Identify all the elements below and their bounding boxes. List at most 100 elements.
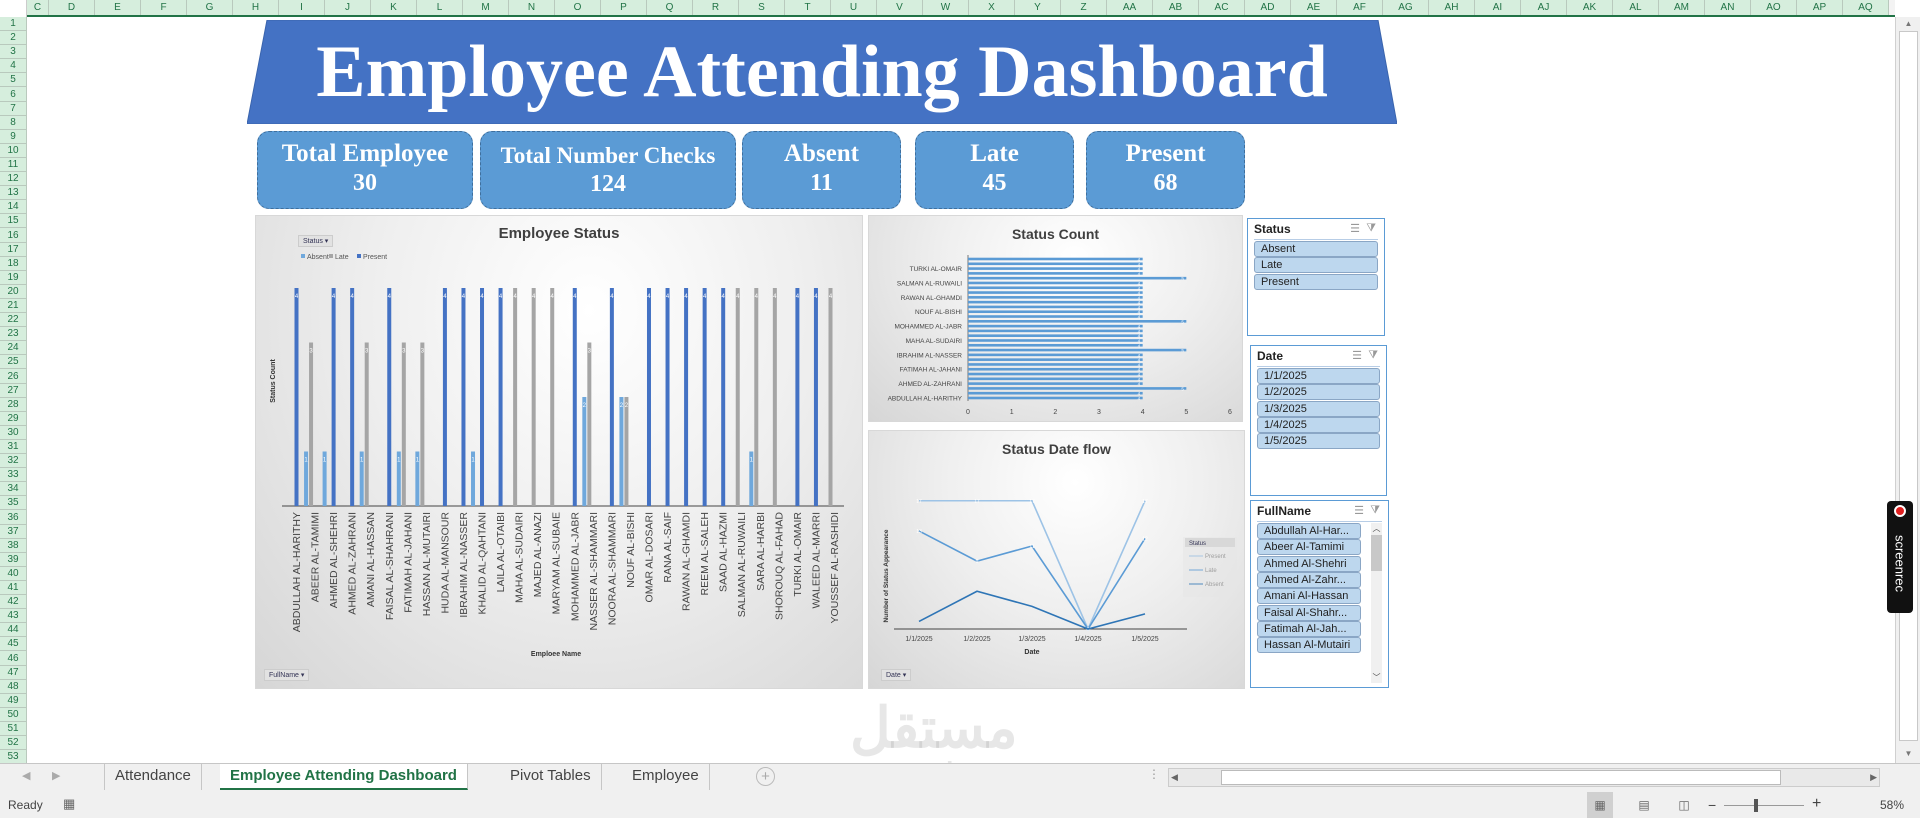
column-header[interactable]: F [141,0,187,15]
column-header[interactable]: AH [1429,0,1475,15]
select-all-corner[interactable] [0,0,27,17]
row-header[interactable]: 8 [0,116,26,130]
fullname-filter-button[interactable]: FullName ▾ [264,669,310,681]
column-header[interactable]: AQ [1843,0,1889,15]
row-header[interactable]: 23 [0,327,26,342]
status-date-flow-chart[interactable]: Status Date flow 171717017Present1391101… [868,430,1245,689]
screenrec-widget[interactable]: screenrec [1887,501,1913,613]
row-header[interactable]: 47 [0,666,26,680]
scroll-up-icon[interactable]: ︿ [1372,524,1381,533]
slicer-item[interactable]: Present [1254,273,1378,290]
row-header[interactable]: 20 [0,285,26,299]
scroll-up-icon[interactable]: ▲ [1904,19,1913,28]
row-header[interactable]: 21 [0,299,26,314]
column-header[interactable]: N [509,0,555,15]
row-header[interactable]: 45 [0,637,26,652]
row-header[interactable]: 7 [0,102,26,116]
row-header[interactable]: 19 [0,271,26,285]
zoom-slider-thumb[interactable] [1754,799,1759,812]
slicer-item[interactable]: 1/5/2025 [1257,433,1380,450]
row-header[interactable]: 37 [0,525,26,539]
row-header[interactable]: 26 [0,370,26,384]
column-header[interactable]: AD [1245,0,1291,15]
slicer-item[interactable]: Hassan Al-Mutairi [1257,637,1361,654]
row-header[interactable]: 16 [0,229,26,243]
slicer-item[interactable]: Faisal Al-Shahr... [1257,604,1361,621]
column-header[interactable]: D [49,0,95,15]
page-break-view-icon[interactable]: ◫ [1678,798,1690,812]
slicer-item[interactable]: 1/3/2025 [1257,400,1380,417]
row-header[interactable]: 5 [0,73,26,88]
column-header[interactable]: AI [1475,0,1521,15]
macro-record-icon[interactable]: ▦ [63,796,76,811]
tab-scroll-left-icon[interactable]: ◀ [22,770,31,782]
row-header[interactable]: 25 [0,355,26,370]
slicer-item[interactable]: 1/1/2025 [1257,368,1380,384]
column-header[interactable]: X [969,0,1015,15]
slicer-item[interactable]: Ahmed Al-Shehri [1257,555,1361,572]
add-sheet-icon[interactable]: + [756,767,775,786]
multi-select-icon[interactable]: ☰ [1350,223,1360,235]
row-header[interactable]: 41 [0,581,26,596]
row-header[interactable]: 17 [0,243,26,257]
row-header[interactable]: 12 [0,172,26,187]
row-header[interactable]: 52 [0,736,26,751]
date-filter-button[interactable]: Date ▾ [881,669,912,681]
column-header[interactable]: AO [1751,0,1797,15]
column-header[interactable]: AA [1107,0,1153,15]
tab-scroll-right-icon[interactable]: ▶ [52,770,61,782]
splitter-handle[interactable]: ⋮ [1148,767,1160,781]
row-header[interactable]: 15 [0,214,26,229]
row-header[interactable]: 40 [0,567,26,581]
column-header[interactable]: U [831,0,877,15]
column-header[interactable]: AK [1567,0,1613,15]
row-header[interactable]: 14 [0,200,26,215]
row-header[interactable]: 6 [0,88,26,102]
tab-attendance[interactable]: Attendance [104,764,202,790]
column-header[interactable]: AG [1383,0,1429,15]
slicer-item[interactable]: Abeer Al-Tamimi [1257,539,1361,556]
row-header[interactable]: 32 [0,454,26,469]
row-header[interactable]: 4 [0,59,26,74]
slicer-item[interactable]: Amani Al-Hassan [1257,588,1361,605]
row-header[interactable]: 11 [0,158,26,173]
column-header[interactable]: L [417,0,463,15]
row-header[interactable]: 18 [0,257,26,271]
column-header[interactable]: I [279,0,325,15]
column-header[interactable]: V [877,0,923,15]
row-header[interactable]: 29 [0,412,26,426]
column-header[interactable]: AM [1659,0,1705,15]
column-header[interactable]: AJ [1521,0,1567,15]
scroll-left-icon[interactable]: ◀ [1171,772,1178,782]
column-header[interactable]: AP [1797,0,1843,15]
column-header[interactable]: J [325,0,371,15]
row-header[interactable]: 1 [0,17,26,32]
column-header[interactable]: Z [1061,0,1107,15]
column-header[interactable]: M [463,0,509,15]
column-header[interactable]: C [27,0,49,15]
column-header[interactable]: AE [1291,0,1337,15]
column-header[interactable]: S [739,0,785,15]
row-header[interactable]: 36 [0,511,26,525]
slicer-item[interactable]: Abdullah Al-Har... [1257,523,1361,539]
tab-pivot-tables[interactable]: Pivot Tables [500,764,602,790]
column-header[interactable]: Q [647,0,693,15]
row-header[interactable]: 38 [0,539,26,553]
column-header[interactable]: P [601,0,647,15]
row-header[interactable]: 42 [0,595,26,610]
row-header[interactable]: 27 [0,384,26,398]
slicer-item[interactable]: 1/2/2025 [1257,384,1380,401]
clear-filter-icon[interactable]: ⧩ [1368,349,1378,361]
row-header[interactable]: 34 [0,482,26,497]
row-header[interactable]: 9 [0,130,26,144]
zoom-in-icon[interactable]: + [1812,795,1822,812]
column-header[interactable]: AL [1613,0,1659,15]
column-header[interactable]: O [555,0,601,15]
column-header[interactable]: E [95,0,141,15]
row-header[interactable]: 13 [0,186,26,201]
status-filter-button[interactable]: Status ▾ [298,235,334,247]
scroll-down-icon[interactable]: ▼ [1904,749,1913,758]
slicer-item[interactable]: 1/4/2025 [1257,416,1380,433]
row-header[interactable]: 10 [0,144,26,158]
column-header[interactable]: G [187,0,233,15]
